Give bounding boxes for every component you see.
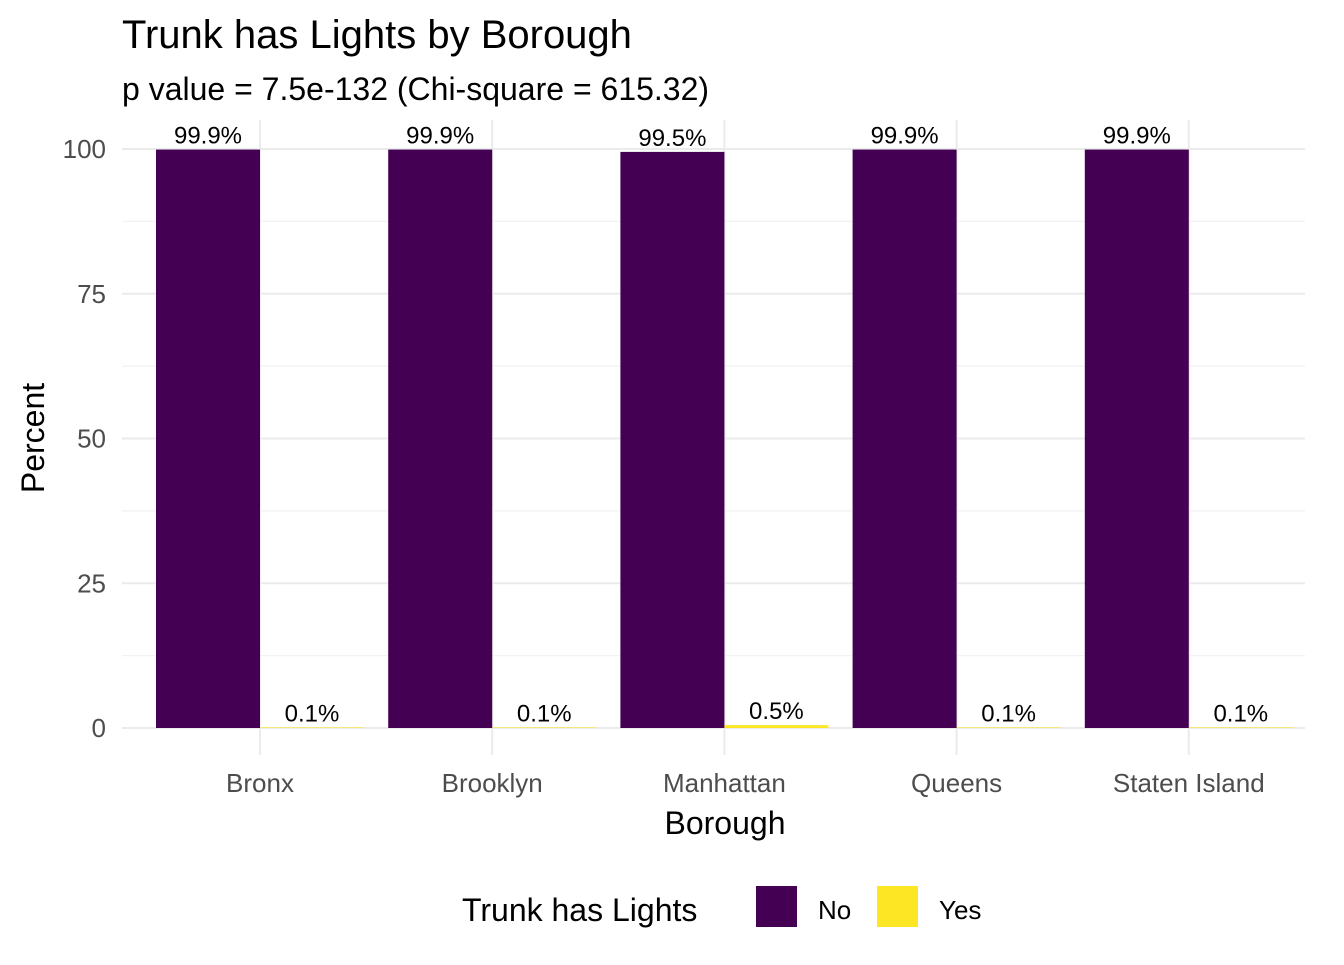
chart-title: Trunk has Lights by Borough — [122, 13, 632, 57]
y-tick-label: 75 — [77, 279, 106, 309]
legend-key-no — [756, 886, 797, 927]
bar-value-label: 0.5% — [749, 698, 804, 725]
x-tick-label: Bronx — [226, 768, 294, 798]
bar-value-label: 99.9% — [871, 123, 939, 150]
y-tick-label: 25 — [77, 568, 106, 598]
bar-yes — [492, 727, 597, 728]
bar-value-label: 0.1% — [981, 700, 1036, 727]
legend-item-no: No — [756, 886, 851, 927]
x-tick-label: Staten Island — [1113, 768, 1265, 798]
x-tick-label: Manhattan — [663, 768, 786, 798]
bar-value-label: 0.1% — [1213, 700, 1268, 727]
y-axis-label: Percent — [15, 383, 51, 493]
bar-yes — [1188, 727, 1293, 728]
y-tick-label: 0 — [92, 713, 106, 743]
x-axis-label: Borough — [665, 805, 786, 841]
bar-yes — [260, 727, 364, 728]
x-tick-label: Brooklyn — [442, 768, 543, 798]
bar-no — [1084, 149, 1189, 729]
legend: Trunk has Lights No Yes — [462, 886, 981, 928]
bar-value-label: 99.5% — [638, 125, 706, 152]
x-tick-label: Queens — [911, 768, 1002, 798]
x-axis-ticks: Bronx Brooklyn Manhattan Queens Staten Islan… — [226, 768, 1265, 798]
legend-title: Trunk has Lights — [462, 892, 697, 928]
y-tick-label: 100 — [63, 134, 106, 164]
bar-value-label: 0.1% — [285, 700, 340, 727]
legend-label: Yes — [939, 895, 981, 925]
bar-no — [156, 149, 260, 729]
bar-yes — [724, 725, 829, 728]
legend-key-yes — [877, 886, 918, 927]
legend-label: No — [818, 895, 851, 925]
bar-no — [388, 149, 493, 729]
bar-value-label: 99.9% — [174, 123, 242, 150]
chart-subtitle: p value = 7.5e-132 (Chi-square = 615.32) — [122, 71, 709, 107]
legend-item-yes: Yes — [877, 886, 981, 927]
y-axis-ticks: 0 25 50 75 100 — [63, 134, 106, 743]
bar-value-label: 99.9% — [1103, 123, 1171, 150]
bar-no — [620, 151, 725, 728]
y-tick-label: 50 — [77, 424, 106, 454]
bar-value-label: 0.1% — [517, 700, 572, 727]
bar-yes — [956, 727, 1061, 728]
bar-no — [852, 149, 957, 729]
bar-labels: 99.9% 99.9% 99.5% 99.9% 99.9% 0.1% 0.1% 0.5% 0.1… — [174, 123, 1268, 728]
bars — [156, 149, 1293, 729]
legend-items: No Yes — [756, 886, 981, 927]
bar-value-label: 99.9% — [406, 123, 474, 150]
